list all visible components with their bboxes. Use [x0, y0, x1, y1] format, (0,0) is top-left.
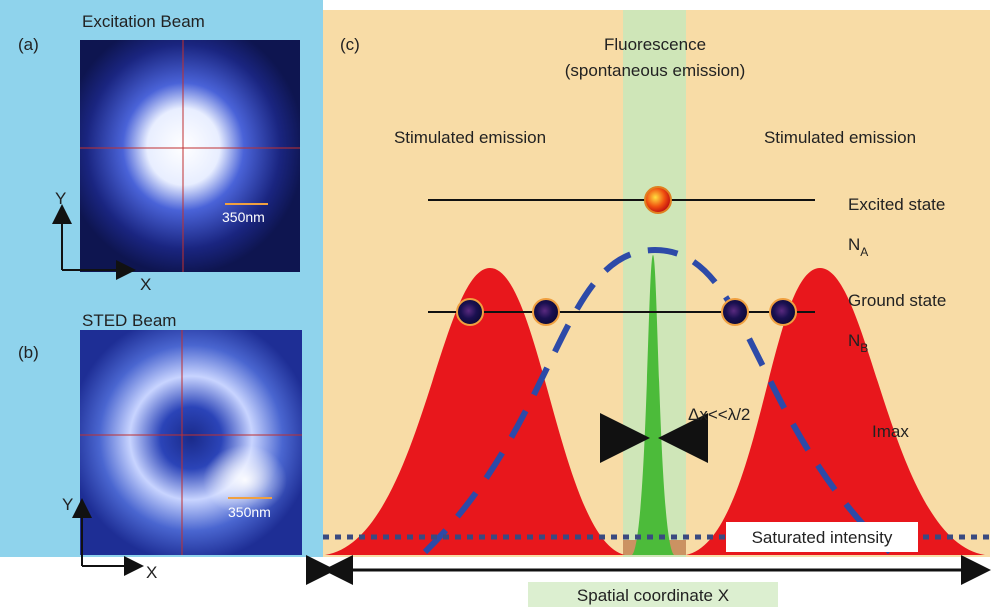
- axis-label: Y: [62, 495, 73, 514]
- state-label: Excited state: [848, 195, 945, 214]
- imax-label: Imax: [872, 422, 909, 441]
- molecule: [533, 299, 559, 325]
- stimulated-label: Stimulated emission: [764, 128, 916, 147]
- excitation-image: [80, 40, 300, 272]
- panel-label: (c): [340, 35, 360, 54]
- axis-label: Y: [55, 189, 66, 208]
- panel-title: STED Beam: [82, 311, 176, 330]
- resolution-label: Δx<<λ/2: [688, 405, 750, 424]
- stimulated-label: Stimulated emission: [394, 128, 546, 147]
- page: {"panel_a": {"label": "(a)", "title": "E…: [0, 0, 1002, 612]
- panel-label: (b): [18, 343, 39, 362]
- figure: (a) Excitation Beam 350nm Y X (b) STED B…: [0, 0, 1002, 607]
- molecule: [645, 187, 671, 213]
- sted-image: [80, 330, 302, 555]
- panel-title: Excitation Beam: [82, 12, 205, 31]
- x-axis-label: Spatial coordinate X: [577, 586, 729, 605]
- state-label: Ground state: [848, 291, 946, 310]
- axis-label: X: [140, 275, 151, 294]
- axis-label: X: [146, 563, 157, 582]
- molecule: [457, 299, 483, 325]
- fluorescence-label: (spontaneous emission): [565, 61, 745, 80]
- fluorescence-label: Fluorescence: [604, 35, 706, 54]
- scale-label: 350nm: [222, 209, 265, 225]
- molecule: [770, 299, 796, 325]
- molecule: [722, 299, 748, 325]
- panel-label: (a): [18, 35, 39, 54]
- scale-label: 350nm: [228, 504, 271, 520]
- saturated-label: Saturated intensity: [752, 528, 893, 547]
